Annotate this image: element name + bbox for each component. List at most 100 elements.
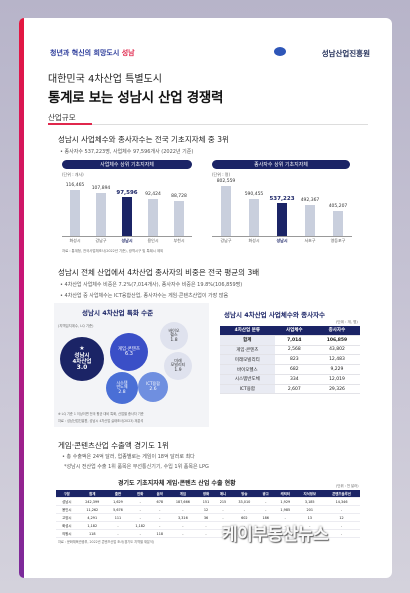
- table-cell: 의왕시: [56, 529, 78, 538]
- table-header-cell: 애니: [214, 490, 232, 498]
- export-table: 구분 합계 출판 만화 음악 게임 영화 애니 방송 광고 캐릭터 지식정보 콘텐츠솔루션 성남시 242,…: [56, 490, 360, 538]
- title-sub: 대한민국 4차산업 특별도시: [48, 74, 162, 85]
- table-cell: 게임·콘텐츠: [220, 345, 275, 356]
- table-cell: 33,010: [231, 497, 258, 506]
- table-row: 화성시 1,182-1,182- - - - - - - - -: [56, 521, 360, 530]
- table-cell: 5,676: [106, 505, 130, 514]
- table-cell: -: [168, 529, 198, 538]
- chart-value-label: 97,596: [116, 190, 138, 197]
- table-cell: 13: [296, 513, 324, 522]
- table-cell: 시스템반도체: [220, 374, 275, 385]
- right-chart-unit: (단위 : 명): [212, 172, 231, 177]
- table-cell: 334: [274, 374, 314, 385]
- watermark: 케이부동산뉴스: [222, 525, 328, 545]
- table-header-cell: 게임: [168, 490, 198, 498]
- table-header-cell: 출판: [106, 490, 130, 498]
- table-cell: -: [129, 513, 152, 522]
- table-cell: 106,859: [313, 335, 360, 346]
- table-cell: 미래모빌리티: [220, 354, 275, 366]
- table-cell: 823: [274, 354, 314, 366]
- chart-value-label: 405,207: [328, 203, 348, 209]
- chart-value-label: 116,465: [65, 183, 85, 188]
- industry-table: 4차산업 분류 사업체수 종사자수 합계 7,014 106,859 게임·콘텐츠 2,568…: [220, 326, 360, 395]
- table-cell: 242,399: [77, 497, 107, 506]
- block2-bullet-1: • 4차산업 사업체수 비중은 7.2%(7,014개사), 종사자수 비중은 …: [60, 282, 243, 288]
- section-marker: [48, 123, 92, 125]
- table-row: 합계 7,014 106,859: [220, 335, 360, 346]
- chart-bar: [174, 200, 184, 236]
- table-cell: 3,316: [168, 513, 198, 522]
- table-cell: 12: [323, 513, 360, 522]
- table-cell: 201: [296, 505, 324, 514]
- center-bubble-name: 성남시 4차산업: [72, 352, 92, 365]
- table-cell: -: [214, 513, 232, 522]
- table-cell: 118: [77, 529, 107, 538]
- section-divider: [48, 124, 368, 125]
- chart-value-label: 107,894: [91, 186, 111, 192]
- specialization-title: 성남시 4차산업 특화 수준: [82, 309, 154, 317]
- block3-bullet-1: • 총 수출액은 24억 달러, 업종별로는 게임이 18억 달러로 최다: [62, 454, 195, 460]
- table-cell: -: [323, 505, 360, 514]
- table-cell: -: [214, 529, 232, 538]
- chart-bar: [277, 202, 287, 236]
- table-row: 의왕시 118- -118- - - - - - - -: [56, 529, 360, 538]
- table-cell: 1,929: [274, 497, 297, 506]
- block3-heading: 게임·콘텐츠산업 수출액 경기도 1위: [58, 441, 169, 450]
- center-bubble: ★ 성남시 4차산업 3.0: [60, 337, 104, 381]
- table-cell: 215: [214, 497, 232, 506]
- table-row: 시스템반도체 334 12,019: [220, 374, 360, 385]
- bubble-game-content: 게임·콘텐츠 6.3: [110, 333, 148, 371]
- table-cell: -: [151, 513, 169, 522]
- chart-category-label: 화성시: [248, 238, 260, 243]
- table-cell: -: [129, 529, 152, 538]
- chart-bar: [122, 197, 132, 236]
- table-header-cell: 콘텐츠솔루션: [323, 490, 360, 498]
- table-cell: -: [168, 521, 198, 530]
- page-title: 통계로 보는 성남시 산업 경쟁력: [48, 90, 224, 106]
- table-cell: -: [214, 505, 232, 514]
- table-cell: -: [106, 529, 130, 538]
- table-cell: 118: [151, 529, 169, 538]
- table-cell: 합계: [220, 335, 275, 346]
- table1-title: 성남시 4차산업 사업체수와 종사자수: [224, 311, 326, 319]
- table-cell: 2,568: [274, 345, 314, 356]
- table-cell: 187,666: [168, 497, 198, 506]
- table-header-cell: 캐릭터: [274, 490, 297, 498]
- table-cell: 1,182: [129, 521, 152, 530]
- table-cell: 12: [197, 505, 215, 514]
- table-cell: -: [214, 521, 232, 530]
- table-cell: 2,607: [274, 384, 314, 395]
- chart-category-label: 화성시: [69, 238, 81, 243]
- table-row: 바이오헬스 682 9,229: [220, 364, 360, 375]
- table-cell: 화성시: [56, 521, 78, 530]
- table-cell: -: [274, 529, 297, 538]
- chart-bar: [148, 199, 158, 236]
- table-cell: -: [197, 521, 215, 530]
- table-cell: -: [231, 521, 258, 530]
- table-cell: 36: [197, 513, 215, 522]
- block1-heading: 성남시 사업체수와 종사자수는 전국 기초지자체 중 3위: [58, 135, 229, 144]
- table-cell: -: [129, 497, 152, 506]
- table-header-cell: 방송: [231, 490, 258, 498]
- infographic-sheet: [19, 18, 392, 578]
- table-cell: 9,229: [313, 364, 360, 375]
- table1-unit: (단위 : 개, 명): [336, 320, 358, 324]
- table-cell: -: [231, 505, 258, 514]
- table-cell: -: [151, 505, 169, 514]
- chart-bar: [96, 193, 106, 236]
- right-chart-title: 종사자수 상위 기초지자체: [212, 160, 350, 169]
- accent-edge: [19, 18, 24, 578]
- chart-bar: [249, 199, 259, 236]
- chart-category-label: 용인시: [147, 238, 159, 243]
- table-cell: -: [274, 513, 297, 522]
- chart-bar: [333, 210, 343, 236]
- table-cell: 용인시: [56, 505, 78, 514]
- table-header-cell: 만화: [129, 490, 152, 498]
- chart-value-label: 590,455: [244, 192, 264, 198]
- table-row: 미래모빌리티 823 12,483: [220, 354, 360, 366]
- table-cell: -: [257, 529, 275, 538]
- table-row: 성남시 242,399 1,629-678 187,666 151 215 33,010-1…: [56, 497, 360, 506]
- block2-bullet-2: • 4차산업 중 사업체수는 ICT융합산업, 종사자수는 게임·콘텐츠산업이 …: [60, 293, 229, 299]
- table2-unit: (단위 : 천 달러): [336, 484, 359, 488]
- table-cell: -: [151, 521, 169, 530]
